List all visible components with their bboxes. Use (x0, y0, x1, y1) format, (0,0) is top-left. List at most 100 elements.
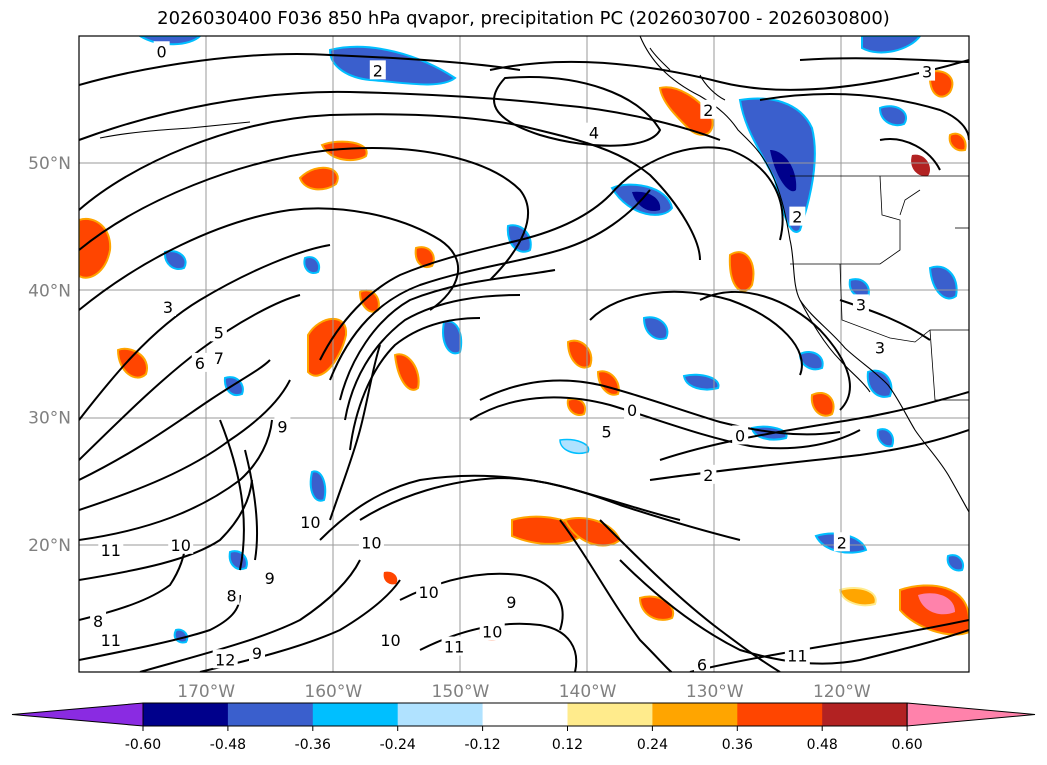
colorbar-segment (143, 703, 229, 726)
contour-label-bg (249, 642, 265, 662)
contour-label-bg (160, 296, 176, 316)
lat-tick-label: 50°N (28, 154, 71, 174)
contour-label: 3 (922, 63, 932, 82)
chart-title: 2026030400 F036 850 hPa qvapor, precipit… (157, 8, 890, 29)
contour-label: 3 (875, 339, 885, 358)
colorbar-tick-label: 0.36 (722, 737, 753, 753)
contour-label: 6 (697, 655, 707, 674)
contour-label-bg (98, 539, 124, 559)
contour-label: 10 (361, 533, 381, 552)
contour-label-bg (358, 532, 384, 552)
contour-label: 4 (589, 124, 599, 143)
colorbar-segment (397, 703, 484, 726)
colorbar: -0.60 -0.48 -0.36 -0.24 -0.12 0.12 0.24 0.36 0.4… (11, 702, 1036, 753)
contour-label: 5 (602, 423, 612, 442)
contour-label-bg (297, 511, 323, 531)
contour-label-bg (210, 347, 227, 367)
contour-label: 2 (837, 533, 847, 552)
contour-label-bg (191, 352, 208, 372)
contour-label-bg (789, 206, 806, 226)
colorbar-tick-label: -0.12 (464, 737, 500, 753)
contour-label: 3 (856, 295, 866, 314)
colorbar-tick-label: 0.24 (637, 737, 668, 753)
contour-label-bg (210, 322, 227, 342)
contour-label: 9 (265, 569, 275, 588)
contour-label: 0 (735, 426, 745, 445)
lon-tick-label: 130°W (686, 682, 744, 702)
colorbar-segment (737, 703, 823, 726)
coastlines (99, 36, 969, 513)
contour-label-bg (153, 41, 170, 61)
contour-label-bg (585, 122, 602, 142)
contour-label-bg (852, 294, 869, 314)
contour-label-bg (378, 630, 403, 650)
colorbar-tick-label: -0.48 (210, 737, 246, 753)
colorbar-tick-label: 0.60 (892, 737, 923, 753)
colorbar-segment (652, 703, 738, 726)
colorbar-tick-label: -0.36 (295, 737, 331, 753)
contour-label-bg (598, 421, 615, 441)
lon-tick-label: 170°W (177, 682, 235, 702)
contour-label-bg (694, 654, 710, 672)
contour-label: 6 (195, 354, 205, 373)
lon-tick-label: 150°W (432, 682, 490, 702)
colorbar-extend-high (906, 702, 1036, 727)
contour-label-bg (168, 534, 194, 554)
longitude-labels: 170°W 160°W 150°W 140°W 130°W 120°W (177, 682, 871, 702)
contour-label: 2 (373, 61, 383, 80)
contour-label: 0 (627, 401, 637, 420)
contour-label: 0 (157, 42, 167, 61)
lon-tick-label: 140°W (559, 682, 617, 702)
contour-label-bg (416, 581, 442, 601)
contour-label-bg (700, 464, 717, 484)
contour-label: 10 (380, 631, 400, 650)
contour-label: 7 (214, 349, 224, 368)
contour-label-bg (98, 630, 124, 650)
contour-label: 12 (215, 650, 235, 669)
contour-label-bg (223, 585, 240, 605)
lat-tick-label: 40°N (28, 281, 71, 301)
colorbar-tick-label: -0.60 (125, 737, 161, 753)
lat-tick-label: 30°N (28, 409, 71, 429)
contour-label: 10 (418, 583, 438, 602)
colorbar-extend-low (11, 702, 144, 727)
contour-label: 11 (787, 646, 807, 665)
contour-label-bg (479, 621, 505, 641)
map-gridlines (79, 36, 969, 672)
contour-label: 10 (482, 622, 502, 641)
contour-label: 2 (792, 208, 802, 227)
contour-label: 11 (101, 631, 121, 650)
contour-label-bg (503, 592, 520, 612)
contour-label-bg (732, 425, 749, 445)
lat-tick-label: 20°N (28, 536, 71, 556)
latitude-labels: 50°N 40°N 30°N 20°N (28, 154, 71, 556)
lon-tick-label: 120°W (813, 682, 871, 702)
country-borders (790, 175, 969, 401)
contour-label: 9 (252, 644, 262, 663)
contour-label-bg (833, 532, 850, 552)
colorbar-frame (142, 702, 908, 727)
contour-label-bg (261, 567, 278, 587)
contour-label-bg (369, 60, 386, 80)
contour-label-bg (624, 399, 641, 419)
contour-label: 2 (703, 101, 713, 120)
colorbar-segment (482, 703, 568, 726)
colorbar-segment (567, 703, 653, 726)
contour-label-bg (700, 99, 717, 119)
contour-label: 11 (444, 638, 464, 657)
contour-label: 5 (214, 323, 224, 342)
contour-label: 8 (93, 612, 103, 631)
contour-label: 9 (277, 418, 287, 437)
contour-label: 9 (506, 593, 516, 612)
contour-label: 10 (171, 536, 191, 555)
contour-label: 8 (226, 587, 236, 606)
contour-label: 11 (101, 541, 121, 560)
contour-label: 2 (703, 466, 713, 485)
contour-label-bg (441, 636, 467, 656)
contour-label-bg (919, 61, 936, 81)
lon-tick-label: 160°W (304, 682, 362, 702)
colorbar-tick-label: 0.12 (552, 737, 583, 753)
colorbar-segment (227, 703, 314, 726)
